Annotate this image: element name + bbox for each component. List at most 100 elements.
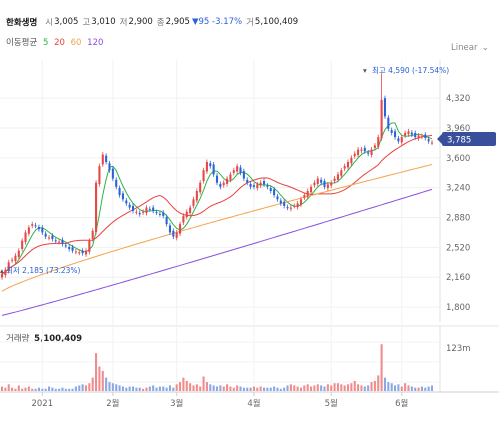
candle-body <box>377 137 380 147</box>
volume-bar <box>98 366 101 391</box>
high-marker-icon: ▾ <box>363 66 367 75</box>
candle-body <box>229 174 232 180</box>
candle-body <box>189 207 192 213</box>
volume-bar <box>363 386 366 391</box>
change-value: ▼95 -3.17% <box>191 17 243 27</box>
candle-body <box>68 246 71 250</box>
volume-bar <box>142 388 145 391</box>
candle-body <box>47 237 51 239</box>
volume-bar <box>81 384 84 391</box>
volume-bar <box>162 386 165 391</box>
volume-bar <box>58 388 61 391</box>
candle-body <box>51 235 54 240</box>
volume-bar <box>414 387 417 391</box>
volume-bar <box>330 385 333 391</box>
volume-bar <box>313 385 316 391</box>
candle-body <box>222 182 225 186</box>
volume-bar <box>262 387 266 391</box>
ma-60-line <box>1 163 433 292</box>
y-tick-label: 2,880 <box>446 214 470 224</box>
volume-bar <box>135 387 138 391</box>
candle-body <box>14 255 17 262</box>
candle-body <box>212 164 215 175</box>
candle-body <box>192 199 195 206</box>
volume-bar <box>212 385 215 391</box>
volume-bar <box>115 384 118 391</box>
candle-body <box>249 183 252 187</box>
candle-body <box>84 250 88 255</box>
volume-bar <box>168 385 172 391</box>
volume-bar <box>316 384 319 391</box>
volume-bar <box>289 384 292 391</box>
volume-bar <box>105 377 108 391</box>
volume-bar <box>51 387 54 391</box>
candle-body <box>370 149 373 155</box>
candle-body <box>259 182 262 186</box>
volume-bar <box>88 383 91 391</box>
volume-bar <box>427 386 430 391</box>
candle-body <box>380 99 383 139</box>
candle-body <box>158 213 161 215</box>
candle-body <box>215 175 219 183</box>
volume-bar <box>14 388 17 391</box>
candle-body <box>226 178 229 184</box>
candle-body <box>316 178 319 184</box>
candles <box>0 73 434 280</box>
x-tick-label: 3월 <box>170 398 183 409</box>
volume-bar <box>336 383 339 391</box>
candle-body <box>236 166 239 172</box>
candle-body <box>138 212 141 215</box>
candle-body <box>98 166 101 184</box>
candle-body <box>78 252 81 254</box>
candle-body <box>111 168 114 179</box>
open-value: 3,005 <box>54 17 79 27</box>
volume-bar <box>387 382 390 391</box>
ma-60: 60 <box>70 38 82 48</box>
volume-bar <box>430 385 434 391</box>
volume-bar <box>138 387 141 391</box>
candle-body <box>101 154 104 165</box>
stock-name: 한화생명 <box>6 18 38 28</box>
candle-body <box>330 182 333 186</box>
volume-bar <box>293 385 296 391</box>
candle-body <box>64 245 67 247</box>
candle-body <box>179 224 182 234</box>
candle-body <box>61 239 64 245</box>
candle-body <box>91 230 94 240</box>
y-axis-ticks: 4,320 3,960 3,600 3,240 2,880 2,520 2,160 1,800 <box>446 94 470 313</box>
ma-5: 5 <box>42 38 49 48</box>
volume-bar <box>199 386 202 391</box>
volume-bars <box>0 344 434 391</box>
stock-header: 한화생명 시 3,005 고 3,010 저 2,900 종 2,905 ▼95… <box>6 15 298 29</box>
candle-body <box>182 215 185 223</box>
x-tick-label: 2월 <box>106 398 119 409</box>
candle-body <box>44 233 47 237</box>
volume-panel-value: 5,100,409 <box>34 334 83 344</box>
candle-body <box>279 200 282 204</box>
candle-body <box>286 207 289 209</box>
high-annotation: 최고 4,590 (-17.54%) <box>372 65 449 75</box>
moving-average-legend[interactable]: 이동평균 5 20 60 120 <box>6 36 106 48</box>
low-annotation: 최저 2,185 (73.23%) <box>6 265 81 275</box>
candle-body <box>373 145 376 148</box>
volume-bar <box>37 387 40 391</box>
scale-mode-dropdown[interactable]: Linear ⌄ <box>451 43 489 53</box>
volume-bar <box>125 387 128 391</box>
x-tick-label: 2021 <box>31 399 53 409</box>
candle-body <box>37 227 40 230</box>
volume-bar <box>209 384 212 391</box>
candle-body <box>427 139 430 142</box>
volume-bar <box>259 386 262 391</box>
y-tick-label: 3,600 <box>446 154 470 164</box>
volume-bar <box>252 386 255 391</box>
volume-bar <box>353 380 356 391</box>
close-value: 2,905 <box>165 17 190 27</box>
candle-body <box>353 153 356 157</box>
candle-body <box>387 117 390 129</box>
candle-body <box>125 200 128 204</box>
candle-body <box>346 161 350 168</box>
volume-bar <box>11 387 14 391</box>
candle-body <box>350 157 353 164</box>
volume-bar <box>286 385 289 391</box>
